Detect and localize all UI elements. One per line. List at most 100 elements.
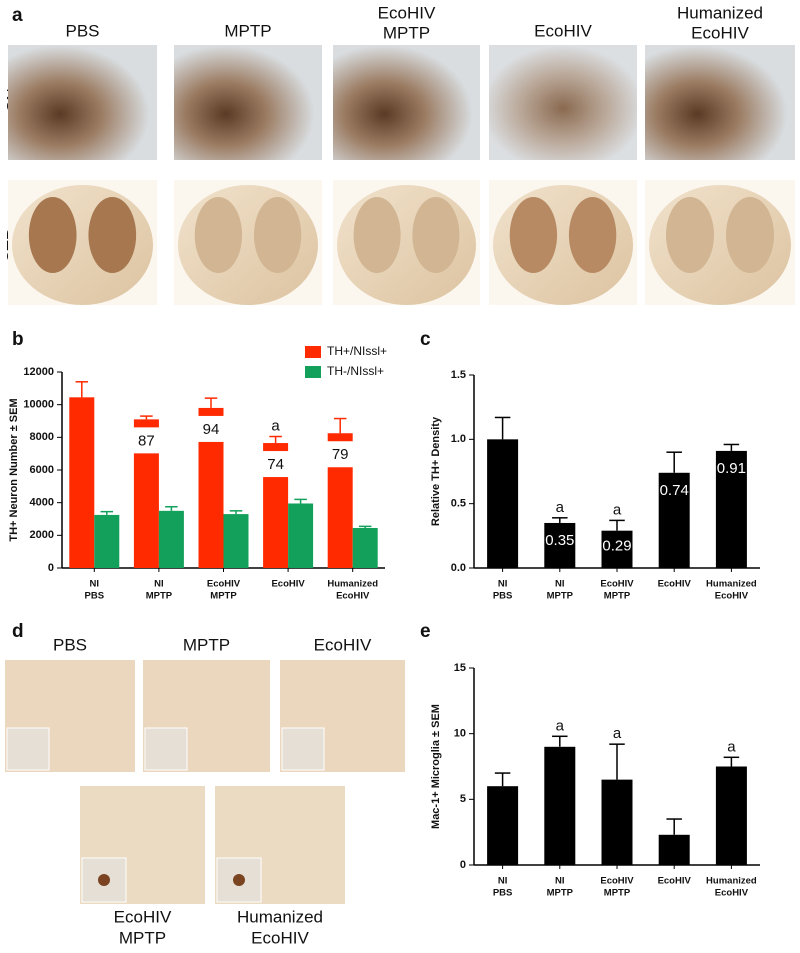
x-tick-label: Humanized <box>706 876 757 887</box>
striatum <box>253 197 302 273</box>
y-tick-label: 1.5 <box>451 369 466 381</box>
x-tick-label: EcoHIV <box>715 888 749 899</box>
percent-label: 94 <box>203 421 220 438</box>
significance-label: a <box>556 717 565 734</box>
striatum <box>666 197 714 273</box>
x-tick-label: MPTP <box>146 591 173 602</box>
microglia <box>233 874 245 886</box>
x-tick-label: MPTP <box>604 888 631 899</box>
y-tick-label: 0 <box>460 859 466 871</box>
column-label: Humanized <box>677 3 763 22</box>
x-tick-label: NI <box>555 876 565 887</box>
y-tick-label: 10000 <box>23 399 54 411</box>
y-tick-label: 15 <box>454 662 466 674</box>
percent-label: 74 <box>267 456 284 473</box>
bar <box>715 450 747 568</box>
y-tick-label: 2000 <box>30 529 54 541</box>
x-tick-label: NI <box>498 876 508 887</box>
x-tick-label: EcoHIV <box>600 579 634 590</box>
x-tick-label: MPTP <box>604 591 631 602</box>
striatum <box>412 197 460 273</box>
sn-image <box>174 45 322 160</box>
legend-label: TH+/NIssl+ <box>327 344 387 358</box>
panel-letter: d <box>12 621 24 642</box>
significance-label: a <box>613 501 622 518</box>
striatum <box>28 197 77 273</box>
bar <box>544 522 576 568</box>
x-tick-label: EcoHIV <box>658 579 692 590</box>
striatum <box>509 197 558 273</box>
significance-label: a <box>271 417 280 434</box>
panel-letter: b <box>12 329 24 350</box>
label-gap <box>132 427 160 454</box>
x-tick-label: EcoHIV <box>715 591 749 602</box>
label-gap <box>262 451 290 478</box>
striatum <box>353 197 401 273</box>
bar <box>94 514 120 568</box>
panel-letter: e <box>420 621 431 642</box>
bar <box>69 397 95 568</box>
bar <box>658 472 690 568</box>
bar <box>601 779 633 865</box>
bar <box>715 766 747 865</box>
micrographs <box>5 45 795 904</box>
y-tick-label: 5 <box>460 793 466 805</box>
bar <box>487 439 519 568</box>
value-label: 0.91 <box>717 460 746 477</box>
y-tick-label: 0 <box>48 562 54 574</box>
y-axis-title: TH+ Neuron Number ± SEM <box>8 398 20 541</box>
x-tick-label: PBS <box>493 591 513 602</box>
inset <box>6 727 50 771</box>
sn-image <box>489 45 637 160</box>
legend-swatch <box>305 346 321 358</box>
y-tick-label: 10 <box>454 728 466 740</box>
x-tick-label: NI <box>498 579 508 590</box>
y-tick-label: 8000 <box>30 431 54 443</box>
y-axis-title: Relative TH+ Density <box>430 416 442 526</box>
y-tick-label: 4000 <box>30 497 54 509</box>
x-tick-label: MPTP <box>210 591 237 602</box>
image-label: EcoHIV <box>314 635 372 654</box>
bar <box>352 527 378 568</box>
x-tick-label: PBS <box>85 591 105 602</box>
bar <box>487 786 519 865</box>
image-label: EcoHIV <box>114 907 172 926</box>
legend-swatch <box>305 366 321 378</box>
panel-letter: c <box>420 329 431 350</box>
column-label: EcoHIV <box>378 3 436 22</box>
x-tick-label: Humanized <box>706 579 757 590</box>
image-label: EcoHIV <box>251 928 309 947</box>
sn-image <box>645 45 795 160</box>
striatum <box>568 197 617 273</box>
y-tick-label: 1.0 <box>451 433 466 445</box>
value-label: 0.74 <box>660 482 689 499</box>
y-tick-label: 0.0 <box>451 562 466 574</box>
striatum <box>194 197 243 273</box>
striatum <box>726 197 774 273</box>
image-label: Humanized <box>237 907 323 926</box>
image-label: PBS <box>53 635 87 654</box>
significance-label: a <box>727 738 736 755</box>
sn-image <box>8 45 157 160</box>
x-tick-label: EcoHIV <box>600 876 634 887</box>
sn-image <box>333 45 480 160</box>
y-axis-title: Mac-1+ Microglia ± SEM <box>430 704 442 829</box>
percent-label: 79 <box>332 446 349 463</box>
bar <box>288 503 314 568</box>
column-label: MPTP <box>383 23 430 42</box>
bar <box>223 514 249 568</box>
striatum <box>88 197 137 273</box>
inset <box>144 727 188 771</box>
x-tick-label: Humanized <box>327 579 378 590</box>
x-tick-label: MPTP <box>547 591 574 602</box>
column-label: EcoHIV <box>534 21 592 40</box>
bar <box>544 746 576 865</box>
significance-label: a <box>613 725 622 742</box>
x-tick-label: NI <box>555 579 565 590</box>
value-label: 0.35 <box>545 532 574 549</box>
x-tick-label: PBS <box>493 888 513 899</box>
y-tick-label: 6000 <box>30 464 54 476</box>
x-tick-label: EcoHIV <box>207 579 241 590</box>
bar <box>158 510 184 568</box>
image-label: MPTP <box>183 635 230 654</box>
